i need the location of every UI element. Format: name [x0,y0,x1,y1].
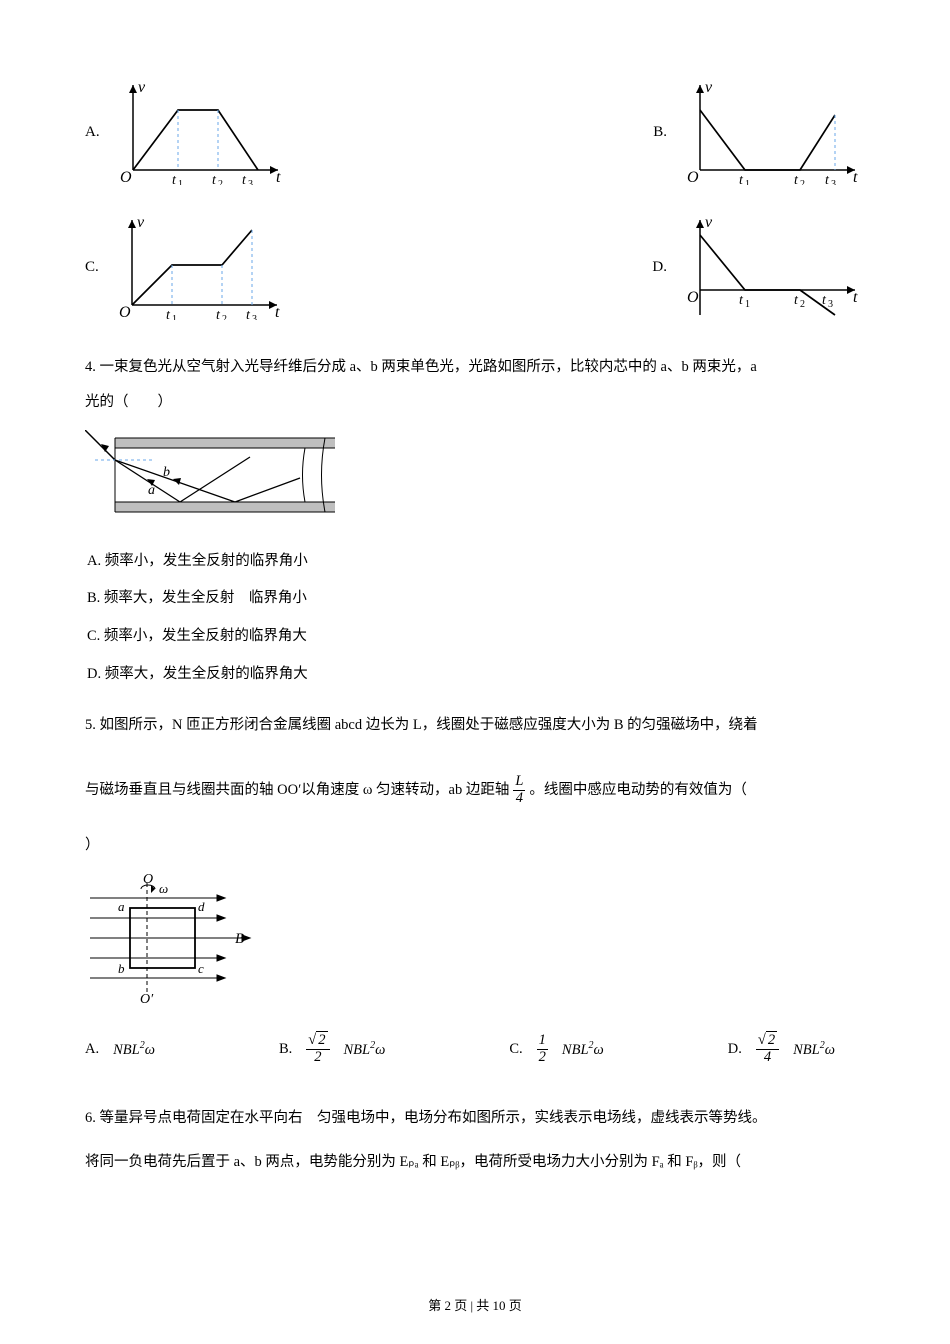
graph-row-2: C. v t O t1 t2 t3 D. v t O [85,215,865,320]
svg-text:v: v [137,215,145,231]
q5-frac-den: 4 [514,791,525,807]
q5-text3: ） [85,828,865,863]
svg-text:t: t [216,308,221,320]
svg-text:b: b [163,465,170,480]
svg-text:t: t [276,169,281,185]
svg-text:v: v [705,80,713,96]
q5-opt-b-label: B. [279,1041,292,1058]
q5-options-row: A. NBL2ω B. 2 2 NBL2ω C. 1 2 NBL2ω D. 2 … [85,1033,865,1066]
svg-text:v: v [138,80,146,96]
q4-option-b: B. 频率大，发生全反射 临界角小 [87,580,865,618]
graph-cell-a: A. v t O t1 t2 t3 [85,80,288,185]
graph-row-1: A. v t O t1 t2 t3 B. v t O [85,80,865,185]
svg-text:t: t [794,173,799,185]
q5-opt-c-label: C. [509,1041,522,1058]
q5-option-b: B. 2 2 NBL2ω [279,1033,385,1066]
svg-text:1: 1 [745,299,750,310]
q6-text1: 6. 等量异号点电荷固定在水平向右 匀强电场中，电场分布如图所示，实线表示电场线… [85,1101,865,1136]
q4-option-d: D. 频率大，发生全反射的临界角大 [87,656,865,694]
svg-text:O: O [119,304,131,320]
fiber-diagram: b a [85,430,865,525]
coil-diagram: O O′ ω a d b c B [85,873,865,1008]
option-label-d: D. [652,259,667,276]
q5-text2a: 与磁场垂直且与线圈共面的轴 OO′以角速度 ω 匀速转动，ab 边距轴 [85,773,509,808]
svg-text:t: t [172,173,177,185]
svg-text:a: a [118,899,125,914]
svg-text:2: 2 [800,179,805,185]
svg-text:2: 2 [222,314,227,320]
svg-text:3: 3 [252,314,257,320]
page-footer: 第 2 页 | 共 10 页 [0,1295,950,1314]
svg-text:a: a [148,483,155,498]
q6-text2: 将同一负电荷先后置于 a、b 两点，电势能分别为 Eₚₐ 和 Eₚᵦ，电荷所受电… [85,1145,865,1180]
svg-text:t: t [853,289,858,306]
svg-text:1: 1 [178,179,183,185]
option-label-c: C. [85,259,99,276]
graph-cell-b: B. v t O t1 t2 t3 [653,80,865,185]
q5-opt-d-expr: NBL2ω [793,1040,835,1059]
svg-text:3: 3 [831,179,836,185]
q5-frac: L 4 [513,774,525,807]
svg-text:B: B [235,931,244,947]
q5-option-d: D. 2 4 NBL2ω [728,1033,835,1066]
svg-text:v: v [705,215,713,231]
q5-text2-wrapper: 与磁场垂直且与线圈共面的轴 OO′以角速度 ω 匀速转动，ab 边距轴 L 4 … [85,773,865,808]
graph-cell-d: D. v t O t1 t2 t3 [652,215,865,320]
q5-text1: 5. 如图所示，N 匝正方形闭合金属线圈 abcd 边长为 L，线圈处于磁感应强… [85,708,865,743]
svg-text:b: b [118,961,125,976]
q5-text2b: 。线圈中感应电动势的有效值为（ [529,773,747,808]
svg-text:1: 1 [745,179,750,185]
svg-text:1: 1 [172,314,177,320]
graph-cell-c: C. v t O t1 t2 t3 [85,215,287,320]
svg-text:t: t [739,293,744,308]
graph-a-svg: v t O t1 t2 t3 [108,80,288,185]
q5-option-c: C. 1 2 NBL2ω [509,1033,603,1066]
svg-text:3: 3 [828,299,833,310]
svg-text:t: t [794,293,799,308]
svg-text:3: 3 [248,179,253,185]
svg-text:t: t [246,308,251,320]
q4-option-a: A. 频率小，发生全反射的临界角小 [87,543,865,581]
svg-text:O′: O′ [140,992,154,1003]
q5-opt-a-expr: NBL2ω [113,1040,155,1059]
q5-opt-c-frac: 1 2 [537,1033,548,1066]
svg-text:t: t [825,173,830,185]
svg-text:t: t [822,293,827,308]
q5-opt-b-expr: NBL2ω [344,1040,386,1059]
graph-b-svg: v t O t1 t2 t3 [675,80,865,185]
svg-text:t: t [212,173,217,185]
svg-text:O: O [687,169,699,185]
svg-text:O: O [120,169,132,185]
option-label-a: A. [85,124,100,141]
q5-opt-c-expr: NBL2ω [562,1040,604,1059]
q4-text-line2: 光的（ ） [85,394,172,410]
svg-text:2: 2 [800,299,805,310]
q5-opt-b-frac: 2 2 [306,1033,329,1066]
svg-text:t: t [853,169,858,185]
svg-text:d: d [198,899,205,914]
q5-opt-d-frac: 2 4 [756,1033,779,1066]
q5-opt-d-label: D. [728,1041,742,1058]
q5-opt-a-label: A. [85,1041,99,1058]
svg-text:c: c [198,961,204,976]
option-label-b: B. [653,124,667,141]
q5-frac-num: L [513,774,525,791]
svg-text:O: O [687,289,699,306]
graph-d-svg: v t O t1 t2 t3 [675,215,865,320]
q4-text: 4. 一束复色光从空气射入光导纤维后分成 a、b 两束单色光，光路如图所示，比较… [85,350,865,420]
svg-text:ω: ω [159,881,168,896]
svg-text:t: t [275,304,280,320]
svg-text:t: t [242,173,247,185]
q4-text-line1: 4. 一束复色光从空气射入光导纤维后分成 a、b 两束单色光，光路如图所示，比较… [85,359,757,375]
graph-c-svg: v t O t1 t2 t3 [107,215,287,320]
svg-text:t: t [166,308,171,320]
q4-option-c: C. 频率小，发生全反射的临界角大 [87,618,865,656]
svg-text:2: 2 [218,179,223,185]
q5-option-a: A. NBL2ω [85,1040,155,1059]
svg-text:t: t [739,173,744,185]
